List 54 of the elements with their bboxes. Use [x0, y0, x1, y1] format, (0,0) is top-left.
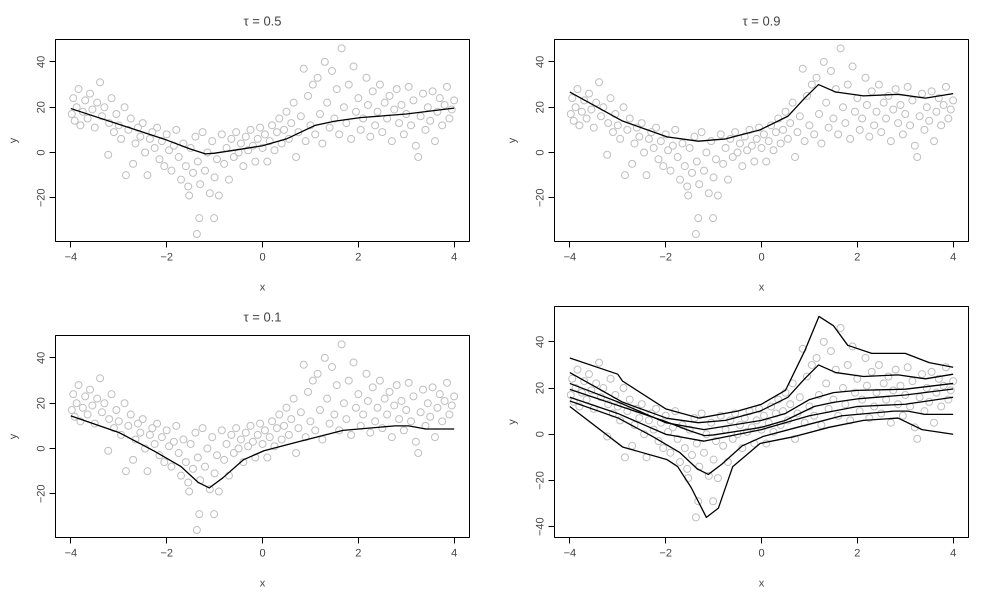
- y-axis-title: y: [8, 433, 20, 440]
- x-axis-title: x: [758, 578, 765, 590]
- x-axis-title: x: [260, 282, 266, 294]
- x-tick-label: −4: [564, 548, 576, 560]
- y-tick-label: 40: [36, 352, 48, 364]
- x-tick-label: 4: [451, 252, 458, 264]
- y-axis-title: y: [506, 137, 518, 144]
- x-tick-label: −2: [160, 252, 173, 264]
- y-tick-label: 40: [36, 56, 48, 68]
- line-series: [569, 316, 954, 419]
- x-axis-title: x: [758, 282, 765, 294]
- x-tick-label: 4: [451, 548, 458, 560]
- line-series: [70, 415, 455, 489]
- line-series: [569, 400, 954, 476]
- x-tick-label: 2: [355, 548, 362, 560]
- x-tick-label: 4: [950, 252, 956, 264]
- line-series: [569, 406, 954, 518]
- y-tick-label: 20: [534, 382, 546, 394]
- y-tick-label: 20: [36, 397, 48, 410]
- y-tick-label: −20: [534, 471, 546, 490]
- y-tick-label: 0: [36, 445, 48, 452]
- chart-title: τ = 0.1: [243, 310, 282, 324]
- x-tick-label: 2: [854, 252, 860, 264]
- chart-title: τ = 0.9: [742, 14, 781, 28]
- x-tick-label: 0: [758, 252, 765, 264]
- x-tick-label: 2: [854, 548, 860, 560]
- x-tick-label: −4: [564, 252, 576, 264]
- y-tick-label: 0: [534, 149, 546, 156]
- y-tick-label: 40: [534, 56, 546, 68]
- x-tick-label: −2: [160, 548, 173, 560]
- chart-title: τ = 0.5: [243, 14, 282, 28]
- x-tick-label: 0: [259, 252, 266, 264]
- x-tick-label: 4: [950, 548, 956, 560]
- x-axis-title: x: [260, 578, 266, 590]
- y-tick-label: 20: [534, 101, 546, 114]
- x-tick-label: −2: [659, 252, 672, 264]
- y-tick-label: −40: [534, 517, 546, 536]
- x-tick-label: 0: [758, 548, 765, 560]
- x-tick-label: 0: [259, 548, 266, 560]
- y-tick-label: 0: [36, 149, 48, 156]
- y-tick-label: −20: [36, 188, 48, 208]
- y-tick-label: 40: [534, 336, 546, 348]
- x-tick-label: −4: [64, 548, 78, 560]
- x-tick-label: 2: [355, 252, 362, 264]
- y-tick-label: −20: [36, 484, 48, 504]
- x-tick-label: −2: [659, 548, 672, 560]
- y-axis-title: y: [506, 418, 518, 425]
- y-tick-label: 0: [534, 431, 546, 438]
- y-tick-label: 20: [36, 101, 48, 114]
- y-tick-label: −20: [534, 188, 546, 208]
- line-series: [70, 107, 455, 155]
- x-tick-label: −4: [64, 252, 78, 264]
- y-axis-title: y: [8, 137, 20, 144]
- line-series: [569, 84, 954, 142]
